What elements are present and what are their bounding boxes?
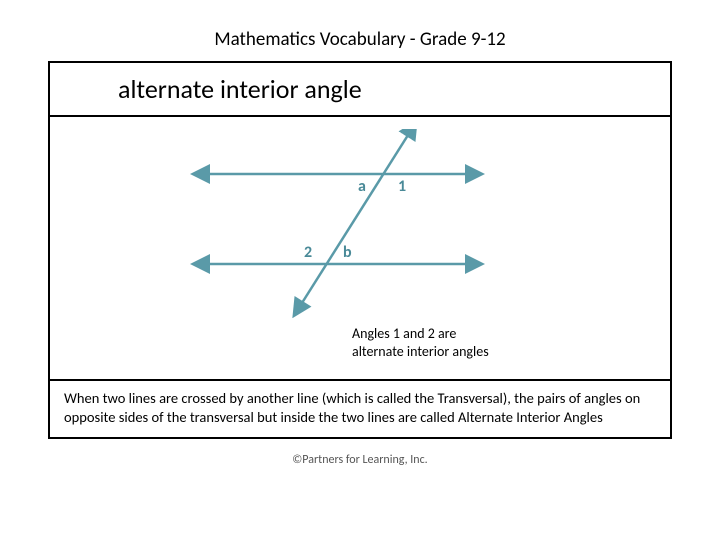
angle-label-2: 2 — [304, 243, 312, 262]
term-name: alternate interior angle — [50, 63, 670, 117]
caption-line-1: Angles 1 and 2 are — [352, 325, 489, 343]
angle-label-b: b — [343, 243, 352, 262]
diagram-caption: Angles 1 and 2 are alternate interior an… — [352, 325, 489, 360]
angle-label-1: 1 — [398, 177, 406, 196]
transversal-line — [295, 129, 415, 314]
page-header: Mathematics Vocabulary - Grade 9-12 — [0, 0, 720, 61]
alternate-interior-angle-diagram: a 1 2 b — [180, 129, 500, 324]
definition-text: When two lines are crossed by another li… — [50, 381, 670, 437]
angle-label-a: a — [358, 177, 366, 196]
caption-line-2: alternate interior angles — [352, 343, 489, 361]
diagram-area: a 1 2 b Angles 1 and 2 are alternate int… — [50, 117, 670, 381]
copyright-footer: ©Partners for Learning, Inc. — [0, 453, 720, 467]
vocabulary-card: alternate interior angle a 1 2 b — [48, 61, 672, 439]
